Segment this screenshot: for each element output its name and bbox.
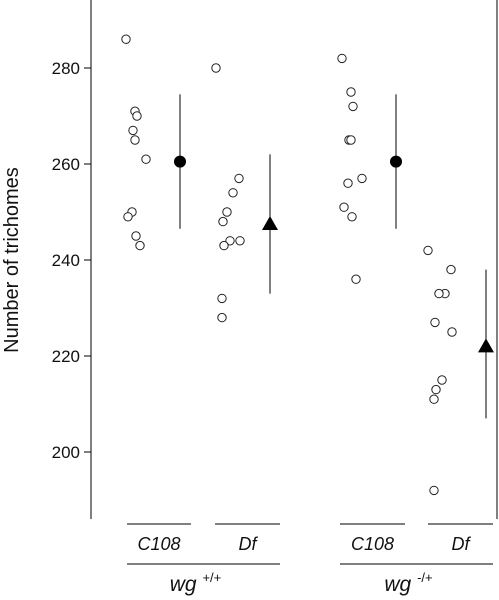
data-point bbox=[423, 245, 433, 256]
data-point bbox=[130, 135, 140, 145]
category-label: C108 bbox=[137, 534, 180, 554]
category-label: C108 bbox=[351, 534, 394, 554]
data-point bbox=[234, 173, 244, 184]
group-superscript: -/+ bbox=[417, 570, 433, 585]
y-tick-label: 240 bbox=[52, 251, 80, 270]
data-point bbox=[348, 101, 358, 112]
y-tick-label: 280 bbox=[52, 59, 80, 78]
y-axis-title: Number of trichomes bbox=[1, 167, 23, 353]
y-tick-label: 260 bbox=[52, 155, 80, 174]
data-point bbox=[141, 154, 151, 164]
data-point bbox=[219, 240, 229, 251]
group-label: wg +/+ bbox=[170, 570, 221, 596]
data-point bbox=[446, 264, 456, 275]
data-point bbox=[429, 394, 439, 404]
data-point bbox=[346, 135, 356, 145]
group-superscript: +/+ bbox=[202, 570, 221, 585]
data-point bbox=[346, 87, 356, 97]
data-point bbox=[217, 312, 227, 323]
data-point bbox=[343, 178, 353, 188]
data-point bbox=[430, 317, 440, 328]
data-point bbox=[225, 236, 235, 246]
data-point bbox=[337, 53, 347, 64]
mean-marker-circle bbox=[174, 155, 186, 168]
mean-marker-triangle bbox=[262, 216, 278, 230]
data-point bbox=[128, 125, 138, 136]
data-point bbox=[211, 63, 221, 73]
summary-markers bbox=[174, 94, 494, 419]
data-point bbox=[339, 202, 349, 212]
data-point bbox=[351, 274, 361, 284]
data-point bbox=[121, 34, 131, 44]
data-point bbox=[135, 240, 145, 251]
data-point bbox=[447, 327, 457, 337]
y-ticks: 200 220 240 260 280 bbox=[52, 59, 91, 462]
data-point bbox=[131, 231, 141, 241]
data-point bbox=[431, 384, 441, 395]
data-point bbox=[235, 236, 245, 246]
x-category-labels: C108 Df wg +/+ C108 Df wg -/+ bbox=[127, 523, 493, 596]
data-point bbox=[347, 212, 357, 222]
data-point bbox=[228, 188, 238, 198]
group-label: wg -/+ bbox=[384, 570, 432, 596]
data-point bbox=[132, 111, 142, 121]
category-label: Df bbox=[239, 534, 259, 554]
y-tick-label: 220 bbox=[52, 347, 80, 366]
category-label: Df bbox=[452, 534, 472, 554]
data-point bbox=[123, 212, 133, 222]
y-tick-label: 200 bbox=[52, 443, 80, 462]
mean-marker-circle bbox=[390, 155, 402, 168]
data-point bbox=[429, 485, 439, 496]
data-point bbox=[434, 288, 444, 299]
data-points bbox=[121, 34, 457, 496]
data-point bbox=[357, 173, 367, 184]
mean-marker-triangle bbox=[478, 338, 494, 353]
data-point bbox=[222, 207, 232, 217]
data-point bbox=[218, 216, 228, 227]
data-point bbox=[217, 293, 227, 304]
data-point bbox=[437, 375, 447, 385]
